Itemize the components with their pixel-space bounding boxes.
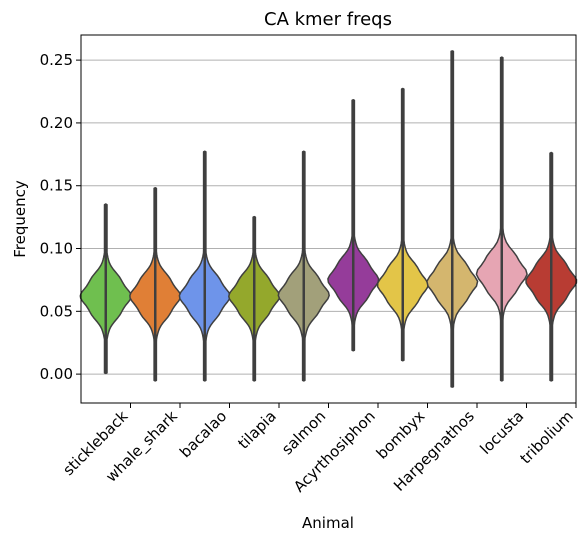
y-axis-label: Frequency [11, 180, 29, 258]
y-tick-label: 0.10 [40, 240, 73, 258]
x-tick-label: bacalao [176, 407, 230, 461]
y-tick-label: 0.00 [40, 365, 73, 383]
x-tick-label: tilapia [234, 407, 279, 452]
x-tick-label: tribolium [516, 407, 576, 467]
x-axis-label: Animal [302, 514, 354, 532]
y-tick-label: 0.25 [40, 51, 73, 69]
violins [79, 50, 578, 388]
y-tick-label: 0.20 [40, 114, 73, 132]
y-tick-label: 0.05 [40, 302, 73, 320]
chart-title: CA kmer freqs [264, 9, 392, 30]
y-tick-label: 0.15 [40, 177, 73, 195]
y-axis: 0.00 0.05 0.10 0.15 0.20 0.25 [40, 51, 81, 383]
